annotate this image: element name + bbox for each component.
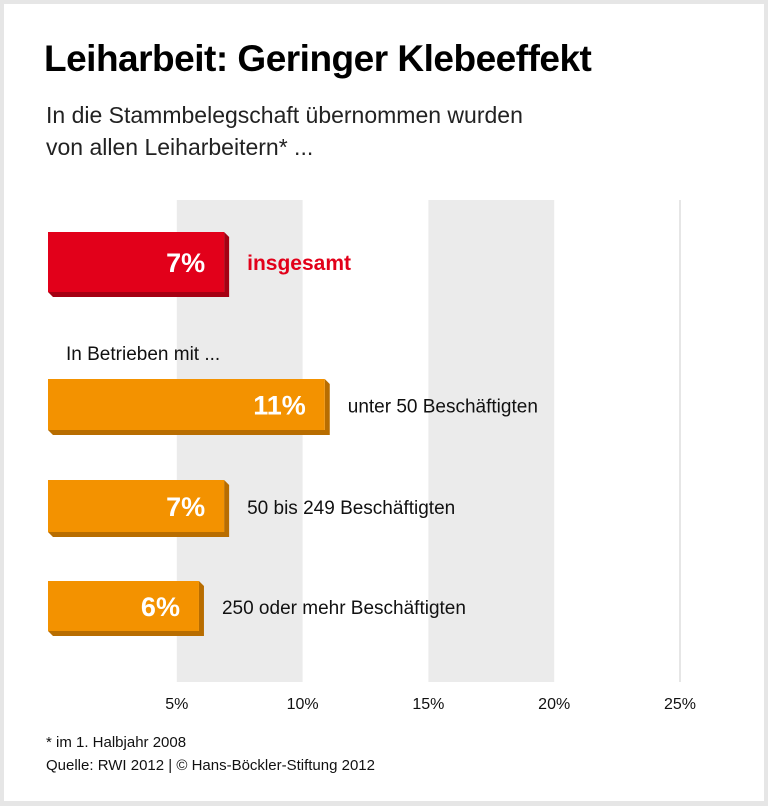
x-tick-label: 15% [412,696,444,713]
group-label: In Betrieben mit ... [66,344,220,365]
bar [48,581,199,631]
bar [48,379,325,430]
grid-band [428,200,555,682]
category-label: 250 oder mehr Beschäftigten [222,598,466,619]
chart-title: Leiharbeit: Geringer Klebeeffekt [44,38,592,79]
bar-value-label: 11% [253,391,306,421]
x-tick-label: 25% [664,696,696,713]
bar-value-label: 7% [166,248,205,278]
category-label: insgesamt [247,252,351,275]
bar [48,232,225,292]
chart-subtitle-line-1: In die Stammbelegschaft übernommen wurde… [46,102,523,128]
bar-value-label: 6% [141,592,180,622]
chart-subtitle-line-2: von allen Leiharbeitern* ... [46,134,314,160]
x-tick-label: 5% [165,696,188,713]
x-tick-label: 20% [538,696,570,713]
x-tick-label: 10% [287,696,319,713]
source: Quelle: RWI 2012 | © Hans-Böckler-Stiftu… [46,757,375,774]
footnote: * im 1. Halbjahr 2008 [46,734,187,751]
bar [48,480,225,532]
category-label: unter 50 Beschäftigten [348,397,538,418]
category-label: 50 bis 249 Beschäftigten [247,498,455,519]
bar-value-label: 7% [166,492,205,522]
